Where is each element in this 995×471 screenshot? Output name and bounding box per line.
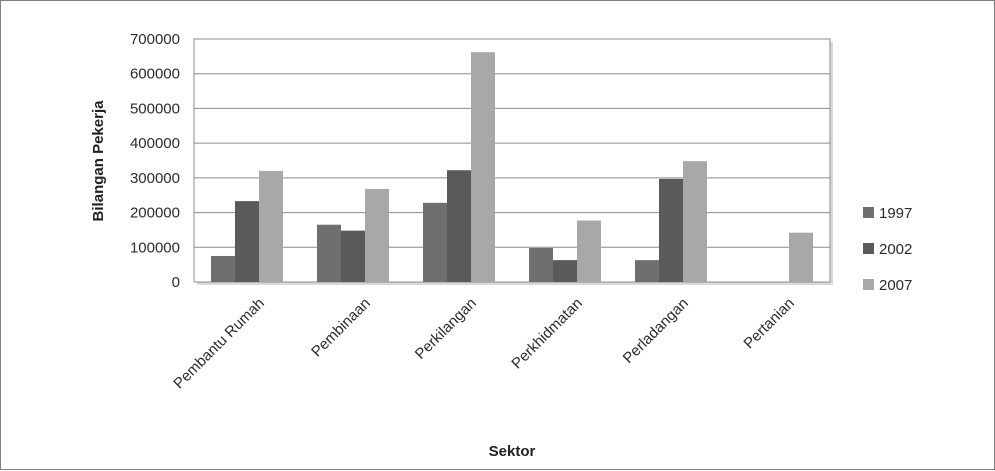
bar-2007-1: [365, 188, 389, 282]
bar-2002-1: [341, 230, 365, 282]
y-tick-label: 300000: [130, 170, 180, 187]
plot-area: [193, 38, 831, 283]
bar-2007-3: [577, 220, 601, 282]
bar-2002-0: [235, 201, 259, 282]
y-tick-label: 500000: [130, 100, 180, 117]
x-tick-label: Perkilangan: [412, 295, 480, 363]
y-tick-labels: 0 100000 200000 300000 400000 500000 600000 700…: [130, 31, 180, 291]
legend-label: 2002: [879, 241, 912, 258]
x-tick-label: Perladangan: [620, 295, 692, 367]
bar-2002-2: [447, 170, 471, 282]
bar-1997-2: [423, 202, 447, 282]
x-tick-label: Pertanian: [740, 295, 797, 352]
bar-2007-2: [471, 52, 495, 282]
y-tick-label: 600000: [130, 66, 180, 83]
x-tick-label: Pembinaan: [308, 295, 374, 361]
bar-1997-1: [317, 224, 341, 282]
y-axis-title: Bilangan Pekerja: [90, 100, 107, 222]
bar-2002-4: [659, 178, 683, 282]
legend-label: 2007: [879, 277, 912, 294]
x-tick-label: Perkhidmatan: [508, 295, 585, 372]
legend-label: 1997: [879, 205, 912, 222]
x-tick-label: Pembantu Rumah: [170, 295, 268, 393]
y-tick-label: 0: [172, 274, 180, 291]
bar-2007-5: [789, 232, 813, 282]
legend: 1997 2002 2007: [863, 205, 912, 294]
y-tick-label: 200000: [130, 205, 180, 222]
legend-swatch: [863, 243, 874, 254]
y-tick-label: 700000: [130, 31, 180, 48]
bars: [211, 52, 813, 282]
gridlines: [193, 38, 833, 285]
y-tick-label: 400000: [130, 135, 180, 152]
bar-2002-3: [553, 260, 577, 282]
bar-1997-4: [635, 260, 659, 282]
bar-1997-0: [211, 255, 235, 282]
y-tick-label: 100000: [130, 239, 180, 256]
legend-swatch: [863, 279, 874, 290]
x-tick-labels: Pembantu Rumah Pembinaan Perkilangan Perkhi…: [170, 295, 798, 393]
x-axis-title: Sektor: [489, 443, 536, 460]
bar-1997-3: [529, 247, 553, 282]
bar-2007-4: [683, 161, 707, 282]
legend-swatch: [863, 207, 874, 218]
bar-2007-0: [259, 170, 283, 282]
